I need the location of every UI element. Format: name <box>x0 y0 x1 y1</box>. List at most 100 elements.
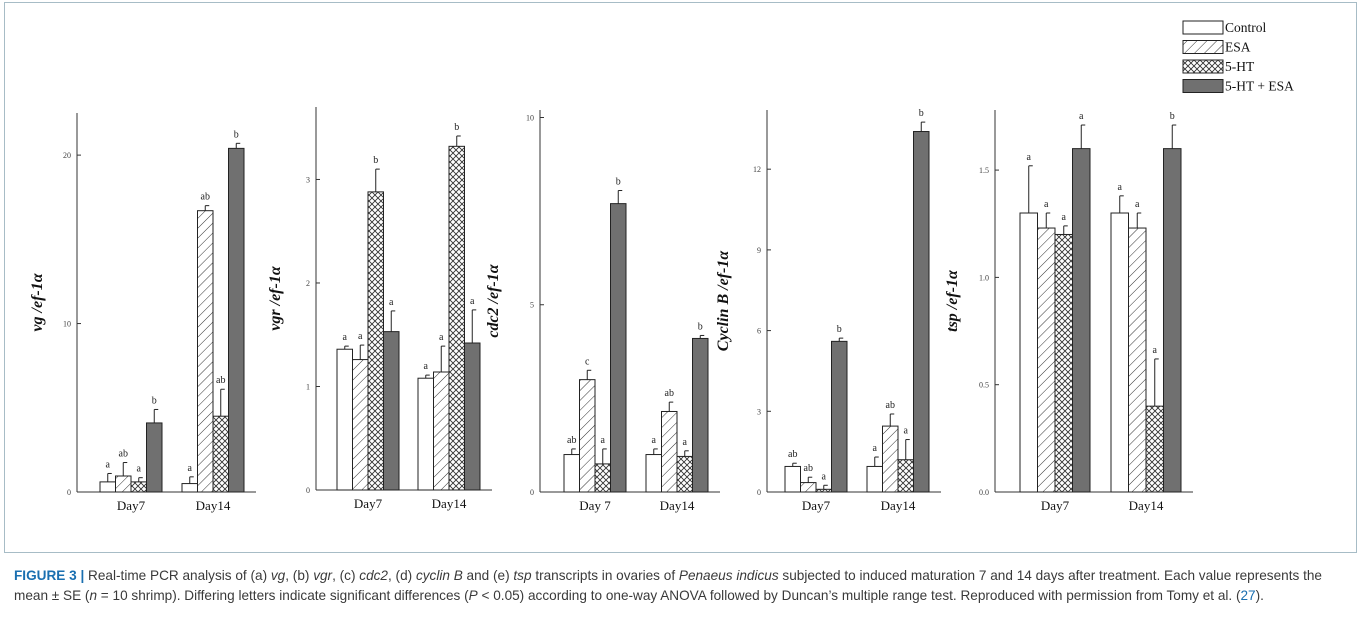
y-tick-label: 0 <box>67 488 71 497</box>
bar-cross <box>1145 405 1164 493</box>
significance-letter: b <box>373 155 378 166</box>
bar-cross <box>815 488 832 493</box>
bar-solid <box>146 422 163 493</box>
bar-solid <box>913 131 930 493</box>
x-tick-label: Day14 <box>432 496 467 511</box>
significance-letter: a <box>1135 199 1140 210</box>
bar-cross <box>1054 233 1073 493</box>
significance-letter: a <box>1118 182 1123 193</box>
significance-letter: a <box>1079 111 1084 122</box>
significance-letter: b <box>616 177 621 188</box>
bar-white <box>417 377 434 491</box>
x-tick-label: Day14 <box>196 498 231 513</box>
caption-fragment: P <box>468 588 478 603</box>
bar-cross <box>897 459 914 493</box>
bar-hatch <box>352 359 369 491</box>
bar-white <box>99 481 116 493</box>
caption-fragment: , (d) <box>387 568 416 583</box>
y-tick-label: 1.0 <box>979 273 989 282</box>
significance-letter: a <box>601 435 606 446</box>
significance-letter: b <box>152 395 157 406</box>
significance-letter: ab <box>886 400 895 411</box>
y-tick-label: 0 <box>530 488 534 497</box>
significance-letter: ab <box>201 192 210 203</box>
significance-letter: b <box>234 129 239 140</box>
significance-letter: a <box>652 435 657 446</box>
caption-fragment: vgr <box>313 568 333 583</box>
bar-hatch <box>882 425 899 493</box>
significance-letter: a <box>389 297 394 308</box>
y-tick-label: 10 <box>63 320 71 329</box>
caption-fragment: cdc2 <box>359 568 388 583</box>
significance-letter: ab <box>804 463 813 474</box>
bar-cross <box>212 415 229 493</box>
figure-caption: FIGURE 3 | Real-time PCR analysis of (a)… <box>14 566 1349 606</box>
y-axis-label: vgr /ef-1α <box>267 265 284 331</box>
x-tick-label: Day14 <box>881 498 916 513</box>
bar-cross <box>594 463 611 493</box>
y-tick-label: 9 <box>757 246 761 255</box>
significance-letter: a <box>822 471 827 482</box>
bar-solid <box>383 331 400 491</box>
significance-letter: a <box>106 459 111 470</box>
y-axis-label: tsp /ef-1α <box>944 269 961 332</box>
caption-fragment: Penaeus indicus <box>678 568 779 583</box>
legend-swatch-white <box>1182 20 1224 35</box>
x-tick-label: Day7 <box>354 496 383 511</box>
significance-letter: b <box>919 108 924 119</box>
significance-letter: a <box>137 464 142 475</box>
caption-fragment: , (c) <box>332 568 360 583</box>
x-tick-label: Day14 <box>660 498 695 513</box>
y-axis-label: vg /ef-1α <box>29 272 46 331</box>
y-tick-label: 0 <box>306 486 310 495</box>
x-tick-label: Day7 <box>802 498 831 513</box>
significance-letter: ab <box>567 435 576 446</box>
bar-white <box>1019 212 1038 493</box>
caption-fragment: vg <box>270 568 286 583</box>
caption-fragment: = 10 shrimp). Differing letters indicate… <box>97 588 469 603</box>
caption-fragment: subjected to induced maturation 7 and 14… <box>14 568 1322 603</box>
caption-box <box>4 552 1356 631</box>
caption-label: FIGURE 3 | <box>14 568 85 583</box>
significance-letter: a <box>188 463 193 474</box>
x-tick-label: Day7 <box>1041 498 1070 513</box>
y-tick-label: 0 <box>757 488 761 497</box>
legend-label: 5-HT + ESA <box>1225 79 1294 94</box>
caption-fragment: n <box>89 588 98 603</box>
bar-cross <box>367 191 384 491</box>
significance-letter: b <box>698 321 703 332</box>
significance-letter: a <box>904 426 909 437</box>
caption-fragment: tsp <box>513 568 532 583</box>
significance-letter: b <box>454 122 459 133</box>
significance-letter: ab <box>216 375 225 386</box>
panel-e: 0.0 0.5 1.0 1.5 tsp /ef-1α a a a a Day7 a a a b Day14 <box>944 110 1193 513</box>
bar-hatch <box>661 410 678 493</box>
y-tick-label: 0.0 <box>979 488 989 497</box>
bar-solid <box>610 203 627 493</box>
significance-letter: a <box>424 361 429 372</box>
bar-cross <box>676 455 693 493</box>
bar-cross <box>130 481 147 493</box>
significance-letter: ab <box>788 449 797 460</box>
y-tick-label: 3 <box>757 407 761 416</box>
significance-letter: b <box>1170 111 1175 122</box>
significance-letter: a <box>439 332 444 343</box>
x-tick-label: Day14 <box>1129 498 1164 513</box>
caption-fragment: and (e) <box>462 568 514 583</box>
bar-hatch <box>433 371 450 491</box>
bar-hatch <box>1037 227 1056 493</box>
significance-letter: b <box>837 324 842 335</box>
significance-letter: ab <box>119 449 128 460</box>
legend-swatch-hatch <box>1182 40 1224 54</box>
bar-solid <box>692 337 709 493</box>
caption-reference-link[interactable]: 27 <box>1240 588 1256 603</box>
bar-solid <box>464 342 481 491</box>
bar-hatch <box>1128 227 1147 493</box>
legend-swatch-cross <box>1182 59 1224 74</box>
caption-text: Real-time PCR analysis of (a) vg, (b) vg… <box>14 568 1322 603</box>
